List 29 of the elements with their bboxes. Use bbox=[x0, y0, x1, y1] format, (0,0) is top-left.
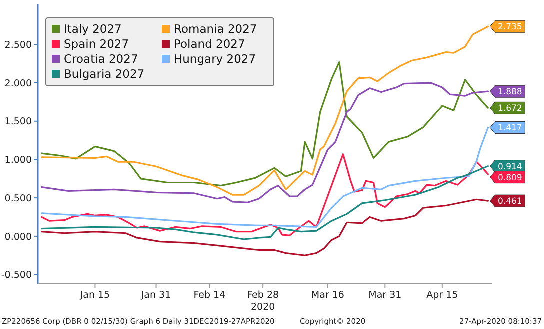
data-label: 0.914 bbox=[498, 162, 522, 172]
legend-label: Poland 2027 bbox=[174, 37, 246, 52]
x-tick-label: Mar 16 bbox=[311, 290, 344, 301]
y-tick-label: 1.000 bbox=[4, 155, 32, 166]
y-tick-label: 1.500 bbox=[4, 116, 32, 128]
data-label: 1.417 bbox=[498, 124, 522, 134]
y-tick-label: 2.000 bbox=[4, 78, 32, 90]
x-tick-label: Jan 31 bbox=[140, 290, 172, 301]
x-tick-label: Mar 31 bbox=[368, 290, 402, 301]
data-label: 0.461 bbox=[498, 197, 522, 208]
x-tick-label: Feb 14 bbox=[194, 290, 226, 301]
y-tick-label: -0.500 bbox=[1, 270, 32, 282]
line-series bbox=[41, 154, 489, 236]
legend-label: Hungary 2027 bbox=[174, 52, 256, 66]
x-tick-label: Apr 15 bbox=[426, 290, 458, 301]
legend-label: Romania 2027 bbox=[174, 22, 258, 36]
legend-label: Bulgaria 2027 bbox=[64, 67, 145, 82]
legend-label: Croatia 2027 bbox=[64, 52, 138, 66]
data-label: 2.735 bbox=[498, 22, 522, 33]
data-label: 0.809 bbox=[498, 173, 522, 184]
y-tick-label: 0.500 bbox=[4, 193, 32, 204]
data-label: 1.888 bbox=[498, 88, 522, 98]
legend-label: Italy 2027 bbox=[64, 22, 122, 36]
y-tick-label: 2.500 bbox=[4, 40, 32, 51]
x-tick-label: Jan 15 bbox=[79, 290, 110, 301]
data-label: 1.672 bbox=[498, 104, 522, 114]
x-tick-label: Feb 28 2020 bbox=[247, 290, 280, 313]
legend-label: Spain 2027 bbox=[64, 37, 130, 52]
y-tick-label: 0.000 bbox=[4, 232, 32, 243]
